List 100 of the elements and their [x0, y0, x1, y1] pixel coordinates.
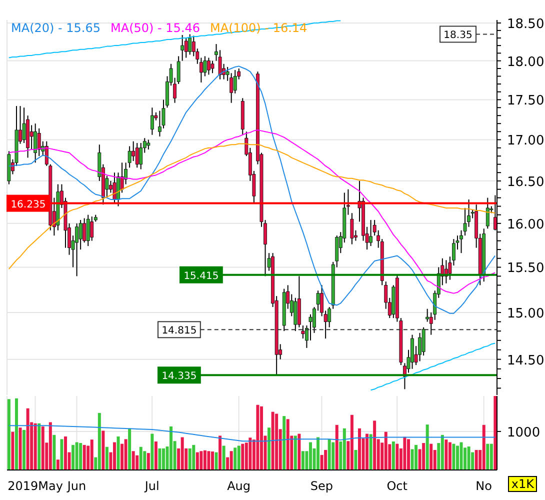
ref-line-label: 18.35	[444, 30, 472, 42]
bar	[332, 442, 335, 470]
bar	[222, 446, 226, 470]
bar	[112, 442, 116, 470]
bar	[200, 451, 203, 470]
candlestick	[150, 107, 154, 136]
bar	[116, 436, 120, 470]
bar	[124, 439, 128, 470]
bar	[64, 436, 67, 470]
bar	[444, 440, 448, 470]
bar	[218, 436, 222, 470]
bar	[143, 451, 146, 470]
bar	[482, 424, 486, 470]
bar	[196, 452, 199, 470]
bar	[14, 398, 18, 470]
bar	[146, 453, 150, 470]
bar	[426, 424, 429, 470]
line-series	[370, 342, 496, 391]
bar	[316, 437, 320, 470]
y-tick-label: 17.50	[507, 94, 544, 109]
x-tick-label: Aug	[227, 479, 251, 493]
bar	[56, 460, 60, 470]
bar	[282, 416, 286, 470]
y-tick-label: 18.00	[507, 54, 544, 70]
bar	[403, 436, 406, 470]
bar	[128, 428, 132, 470]
x-tick-label: 2019May	[8, 479, 63, 493]
bar	[422, 443, 426, 470]
bar	[82, 444, 86, 470]
bar	[102, 430, 105, 470]
candlestick	[75, 222, 78, 277]
bar	[162, 448, 165, 470]
bar	[207, 451, 210, 470]
bar	[268, 428, 271, 470]
bar	[90, 440, 94, 470]
bar	[214, 452, 218, 470]
bar	[52, 434, 56, 470]
candlestick	[350, 212, 354, 245]
bar	[460, 442, 463, 470]
bar	[308, 442, 312, 470]
bar	[486, 444, 490, 470]
bar	[406, 439, 410, 470]
y-tick-label: 15.50	[507, 261, 544, 276]
candlestick	[369, 219, 372, 247]
candlestick	[184, 37, 188, 58]
candlestick	[146, 139, 150, 150]
candlestick	[132, 140, 136, 162]
bar	[392, 441, 395, 470]
bar	[192, 444, 196, 470]
bar	[7, 399, 10, 470]
x-tick-label: Oct	[386, 479, 408, 493]
text: MA(50) - 15.46	[110, 21, 200, 35]
bar	[248, 438, 252, 470]
candlestick	[34, 123, 38, 164]
ref-line-label: 14.335	[162, 371, 197, 382]
x-tick-label: Sep	[310, 479, 334, 493]
candlestick	[210, 60, 214, 74]
bar	[414, 444, 418, 470]
x-tick-label: No	[476, 479, 492, 493]
bar	[203, 450, 206, 470]
bar	[136, 455, 139, 470]
x-tick-label: Jun	[66, 479, 86, 493]
bar	[48, 422, 52, 470]
bar	[410, 449, 414, 470]
bar	[234, 448, 237, 470]
bar	[180, 437, 184, 470]
bar	[75, 442, 78, 470]
candlestick	[294, 297, 298, 332]
y-tick-label: 15.00	[507, 306, 544, 322]
bar	[22, 430, 26, 470]
bar	[72, 444, 75, 470]
bar	[328, 439, 331, 470]
ref-line-label: 14.815	[162, 326, 197, 337]
bar	[150, 434, 154, 470]
bar	[286, 419, 290, 470]
bar	[358, 428, 361, 470]
bar	[210, 452, 214, 470]
bar	[105, 446, 108, 470]
bar	[456, 446, 459, 470]
bar	[98, 412, 101, 470]
bar	[350, 414, 354, 470]
bar	[154, 441, 158, 470]
bar	[237, 446, 240, 470]
candlestick	[426, 308, 430, 322]
candlestick	[86, 214, 90, 247]
bar	[271, 412, 274, 470]
bar	[324, 450, 328, 470]
candlestick	[135, 142, 139, 168]
bar	[260, 406, 263, 470]
bar	[373, 420, 376, 470]
y-axis-title: x1K	[508, 476, 537, 492]
bar	[60, 439, 64, 470]
bar	[275, 414, 278, 470]
y-tick-label: 18.50	[507, 16, 544, 32]
candlestick	[486, 197, 490, 230]
bar	[26, 408, 30, 470]
x-tick-label: Jul	[144, 479, 160, 493]
line-series	[8, 130, 496, 294]
line-series	[8, 20, 342, 58]
bar	[452, 444, 456, 470]
